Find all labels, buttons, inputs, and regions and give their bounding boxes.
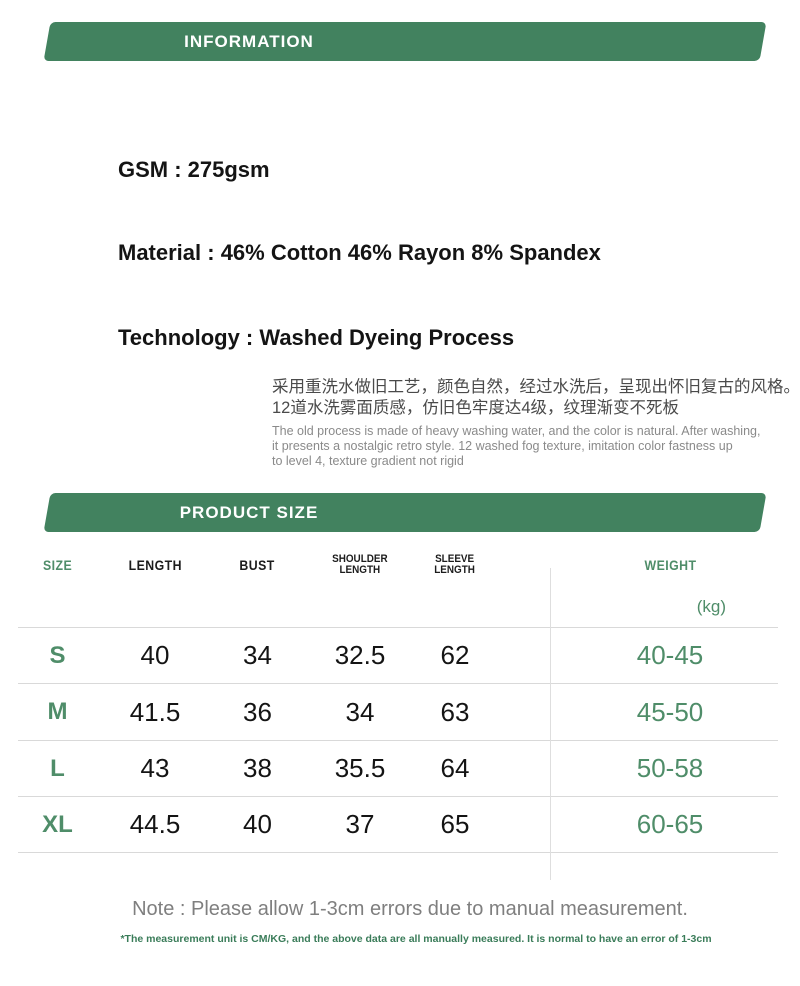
gsm-spec: GSM : 275gsm — [118, 157, 270, 182]
weight-value: 60-65 — [636, 809, 704, 839]
header-shoulder-length: SHOULDER LENGTH — [332, 552, 388, 577]
measurement-fine-print: *The measurement unit is CM/KG, and the … — [120, 933, 712, 945]
description-english-line1: The old process is made of heavy washing… — [272, 424, 761, 438]
table-divider — [18, 852, 778, 853]
weight-column-divider — [550, 568, 551, 880]
shoulder-value: 34 — [345, 696, 375, 727]
sleeve-value: 64 — [440, 753, 470, 783]
information-banner-title: INFORMATION — [184, 32, 314, 51]
material-spec: Material : 46% Cotton 46% Rayon 8% Spand… — [118, 240, 601, 265]
size-label: L — [50, 754, 65, 782]
weight-value: 40-45 — [636, 640, 704, 670]
length-value: 40 — [140, 640, 170, 670]
length-value: 43 — [140, 753, 170, 783]
weight-value: 50-58 — [636, 753, 704, 783]
description-chinese-line2: 12道水洗雾面质感，仿旧色牢度达4级，纹理渐变不死板 — [272, 399, 680, 417]
table-divider — [18, 740, 778, 741]
bust-value: 38 — [243, 753, 272, 783]
table-divider — [18, 683, 778, 684]
description-english: The old process is made of heavy washing… — [272, 424, 760, 469]
description-chinese-line1: 采用重洗水做旧工艺，颜色自然，经过水洗后，呈现出怀旧复古的风格。 — [272, 378, 800, 396]
table-divider — [18, 796, 778, 797]
header-length: LENGTH — [128, 557, 182, 573]
description-english-line3: to level 4, texture gradient not rigid — [272, 454, 464, 468]
table-divider — [18, 627, 778, 628]
information-banner: INFORMATION — [43, 22, 767, 61]
header-bust: BUST — [239, 557, 276, 573]
table-row-l: L 43 38 35.5 64 50-58 — [20, 741, 780, 796]
product-size-banner: PRODUCT SIZE — [43, 493, 767, 532]
sleeve-value: 62 — [440, 640, 470, 670]
table-row-xl: XL 44.5 40 37 65 60-65 — [20, 797, 780, 852]
header-size: SIZE — [42, 557, 73, 573]
shoulder-value: 32.5 — [334, 640, 386, 670]
length-value: 41.5 — [129, 696, 181, 727]
sleeve-value: 63 — [440, 696, 470, 727]
measurement-note: Note : Please allow 1-3cm errors due to … — [132, 898, 688, 920]
size-label: S — [49, 641, 66, 669]
size-label: XL — [42, 810, 73, 838]
length-value: 44.5 — [129, 809, 181, 839]
shoulder-value: 35.5 — [334, 753, 386, 783]
table-row-s: S 40 34 32.5 62 40-45 — [20, 628, 780, 683]
sleeve-value: 65 — [440, 809, 470, 839]
bust-value: 36 — [243, 696, 272, 727]
description-english-line2: it presents a nostalgic retro style. 12 … — [272, 439, 733, 453]
table-row-m: M 41.5 36 34 63 45-50 — [20, 684, 780, 740]
weight-value: 45-50 — [636, 696, 704, 727]
bust-value: 34 — [243, 640, 272, 670]
description-chinese: 采用重洗水做旧工艺，颜色自然，经过水洗后，呈现出怀旧复古的风格。 12道水洗雾面… — [272, 377, 800, 419]
product-size-banner-title: PRODUCT SIZE — [179, 503, 319, 522]
technology-spec: Technology : Washed Dyeing Process — [118, 325, 515, 350]
bust-value: 40 — [243, 809, 272, 839]
shoulder-value: 37 — [345, 809, 375, 839]
header-weight: WEIGHT — [644, 557, 696, 573]
header-sleeve-length: SLEEVE LENGTH — [434, 552, 476, 577]
size-table-header: SIZE LENGTH BUST SHOULDER LENGTH SLEEVE LE… — [20, 551, 780, 581]
weight-unit-label: (kg) — [696, 597, 726, 616]
size-label: M — [47, 698, 68, 725]
